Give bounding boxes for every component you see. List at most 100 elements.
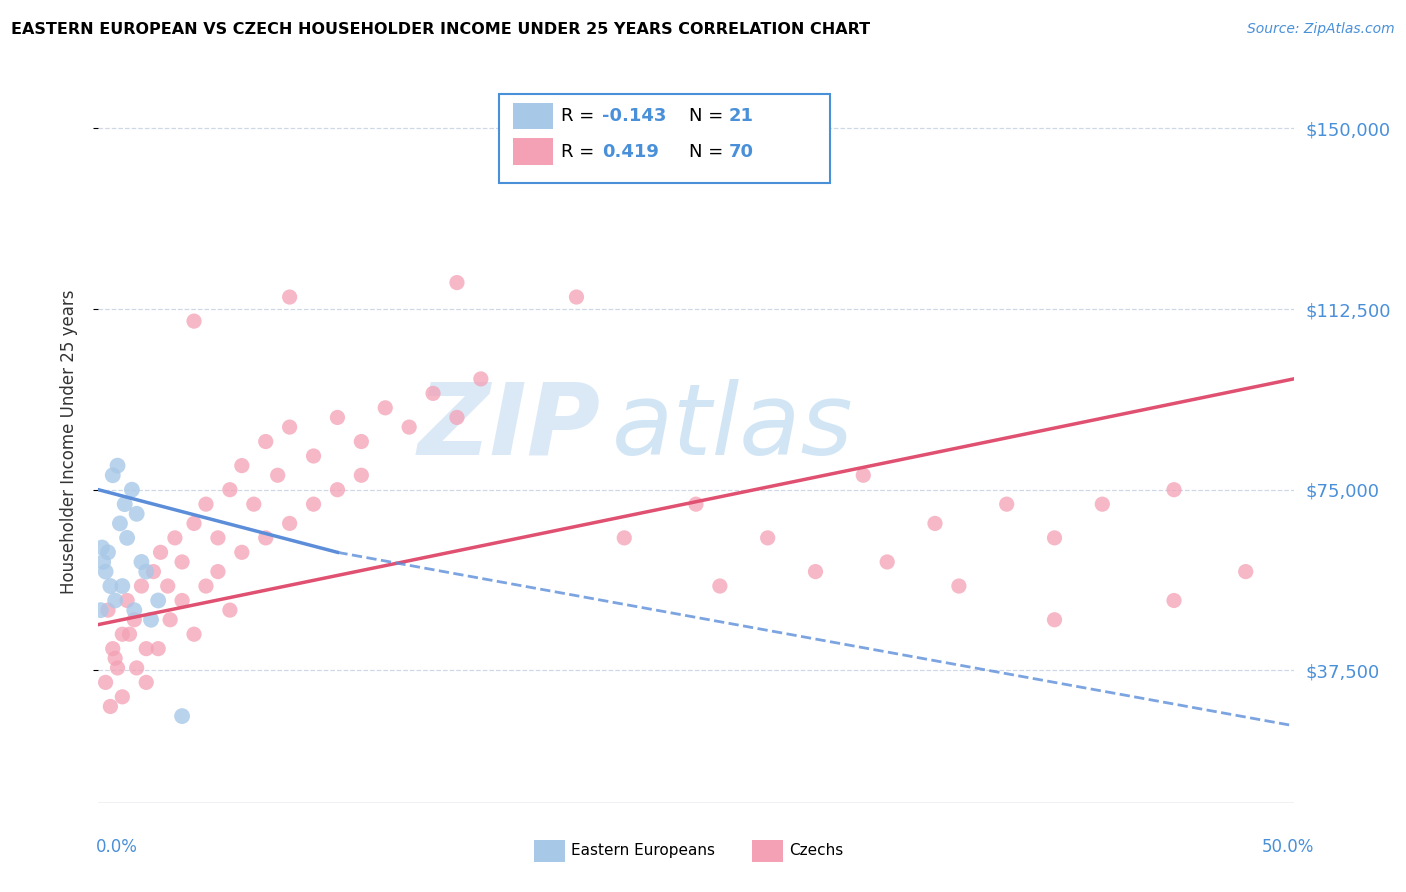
Point xyxy=(685,497,707,511)
Point xyxy=(101,641,124,656)
Point xyxy=(94,565,117,579)
Point xyxy=(207,565,229,579)
Point xyxy=(104,651,127,665)
Point xyxy=(101,468,124,483)
Point xyxy=(91,555,114,569)
Point xyxy=(163,531,186,545)
Point xyxy=(374,401,396,415)
Point xyxy=(231,545,253,559)
Text: R =: R = xyxy=(561,107,600,125)
Point xyxy=(243,497,266,511)
Point xyxy=(97,545,120,559)
Point xyxy=(172,555,194,569)
Point xyxy=(278,516,301,531)
Point xyxy=(135,641,157,656)
Point xyxy=(111,579,134,593)
Point xyxy=(852,468,875,483)
Point xyxy=(183,627,205,641)
Point xyxy=(183,314,205,328)
Point xyxy=(135,565,157,579)
Text: Source: ZipAtlas.com: Source: ZipAtlas.com xyxy=(1247,22,1395,37)
Point xyxy=(1163,483,1185,497)
Point xyxy=(118,627,141,641)
Point xyxy=(183,516,205,531)
Point xyxy=(124,603,146,617)
Point xyxy=(159,613,181,627)
Text: 70: 70 xyxy=(728,143,754,161)
Point xyxy=(219,603,242,617)
Point xyxy=(267,468,290,483)
Text: Eastern Europeans: Eastern Europeans xyxy=(571,844,714,858)
Point xyxy=(98,699,122,714)
Text: EASTERN EUROPEAN VS CZECH HOUSEHOLDER INCOME UNDER 25 YEARS CORRELATION CHART: EASTERN EUROPEAN VS CZECH HOUSEHOLDER IN… xyxy=(11,22,870,37)
Text: 50.0%: 50.0% xyxy=(1263,838,1315,856)
Point xyxy=(114,497,136,511)
Point xyxy=(111,627,134,641)
Point xyxy=(97,603,120,617)
Text: N =: N = xyxy=(689,107,728,125)
Point xyxy=(470,372,492,386)
Text: Czechs: Czechs xyxy=(789,844,844,858)
Text: 0.419: 0.419 xyxy=(602,143,658,161)
Point xyxy=(148,593,170,607)
Point xyxy=(98,579,122,593)
Point xyxy=(709,579,731,593)
Point xyxy=(804,565,827,579)
Point xyxy=(149,545,172,559)
Point xyxy=(195,579,218,593)
Point xyxy=(148,641,170,656)
Text: 0.0%: 0.0% xyxy=(96,838,138,856)
Point xyxy=(924,516,946,531)
Point xyxy=(135,675,157,690)
Point xyxy=(111,690,134,704)
Point xyxy=(131,555,153,569)
Point xyxy=(446,410,468,425)
Point xyxy=(326,410,349,425)
Point xyxy=(115,593,138,607)
Point xyxy=(91,541,114,555)
Point xyxy=(1163,593,1185,607)
Point xyxy=(278,290,301,304)
Point xyxy=(302,497,325,511)
Point xyxy=(302,449,325,463)
Point xyxy=(756,531,779,545)
Point xyxy=(1043,531,1066,545)
Text: ZIP: ZIP xyxy=(418,378,600,475)
Point xyxy=(219,483,242,497)
Point xyxy=(172,593,194,607)
Point xyxy=(231,458,253,473)
Point xyxy=(90,603,112,617)
Text: -0.143: -0.143 xyxy=(602,107,666,125)
Text: R =: R = xyxy=(561,143,600,161)
Point xyxy=(139,613,162,627)
Text: 21: 21 xyxy=(728,107,754,125)
Point xyxy=(254,531,277,545)
Point xyxy=(94,675,117,690)
Point xyxy=(121,483,143,497)
Point xyxy=(156,579,179,593)
Point xyxy=(195,497,218,511)
Point xyxy=(125,661,148,675)
Point xyxy=(350,468,373,483)
Point xyxy=(107,458,129,473)
Point xyxy=(565,290,588,304)
Point xyxy=(995,497,1018,511)
Point xyxy=(1043,613,1066,627)
Point xyxy=(278,420,301,434)
Point xyxy=(446,276,468,290)
Point xyxy=(613,531,636,545)
Point xyxy=(254,434,277,449)
Point xyxy=(172,709,194,723)
Point xyxy=(326,483,349,497)
Point xyxy=(398,420,420,434)
Point xyxy=(108,516,131,531)
Point xyxy=(115,531,138,545)
Point xyxy=(142,565,165,579)
Point xyxy=(948,579,970,593)
Point xyxy=(125,507,148,521)
Point xyxy=(1091,497,1114,511)
Text: atlas: atlas xyxy=(613,378,853,475)
Point xyxy=(124,613,146,627)
Point xyxy=(207,531,229,545)
Text: N =: N = xyxy=(689,143,728,161)
